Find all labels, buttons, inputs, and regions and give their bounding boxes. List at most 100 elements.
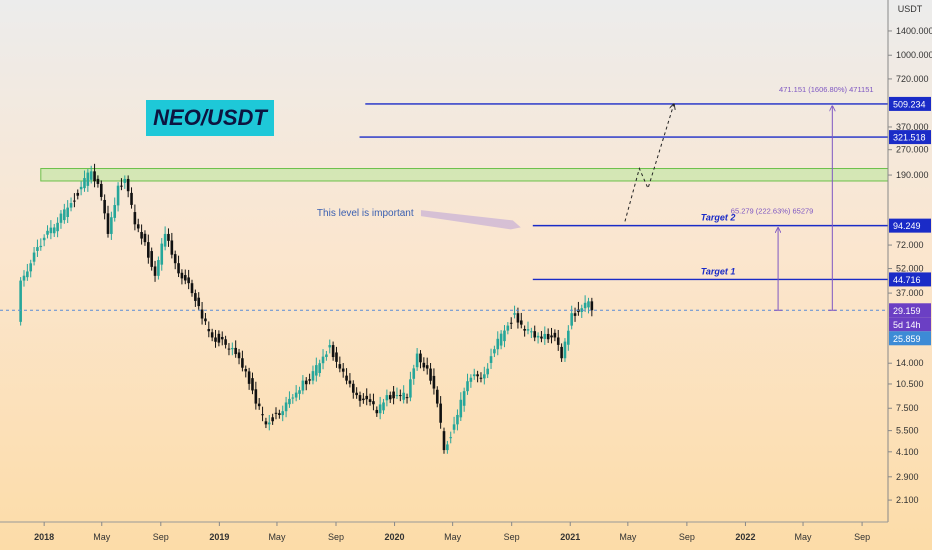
- candle-body: [402, 392, 405, 400]
- candle-body: [26, 271, 29, 278]
- candle-body: [227, 348, 231, 350]
- candle-body: [311, 371, 315, 381]
- candle-body: [66, 207, 69, 218]
- level-tag-text: 321.518: [893, 133, 926, 143]
- candle-body: [546, 333, 550, 340]
- candle-body: [587, 301, 590, 308]
- y-tick-label: 190.000: [896, 170, 929, 180]
- candle-body: [462, 391, 466, 406]
- level-tag-text: 509.234: [893, 99, 926, 109]
- candle-body: [63, 209, 66, 221]
- candle-body: [116, 185, 120, 206]
- candle-body: [567, 330, 570, 345]
- projection-path: [624, 104, 674, 222]
- candle-body: [150, 251, 153, 267]
- y-tick-label: 1000.000: [896, 50, 932, 60]
- candle-body: [187, 277, 190, 284]
- candle-body: [278, 413, 281, 415]
- candle-body: [224, 339, 227, 345]
- candle-body: [358, 395, 362, 401]
- candle-body: [456, 414, 459, 425]
- current-price-tag: [889, 303, 931, 318]
- candle-body: [140, 231, 143, 239]
- x-tick-label: Sep: [679, 532, 695, 542]
- candle-body: [583, 302, 587, 309]
- x-tick-label: Sep: [854, 532, 870, 542]
- candle-body: [190, 283, 194, 294]
- x-tick-label: May: [93, 532, 111, 542]
- x-tick-label: May: [444, 532, 462, 542]
- candle-body: [99, 183, 103, 197]
- y-tick-label: 14.000: [896, 358, 924, 368]
- candle-body: [52, 227, 56, 234]
- candle-body: [442, 431, 446, 451]
- current-price-tag-text: 29.159: [893, 306, 921, 316]
- candle-body: [126, 178, 130, 192]
- y-tick-label: 4.100: [896, 447, 919, 457]
- candle-body: [432, 375, 436, 389]
- candle-body: [550, 335, 553, 338]
- candle-body: [89, 171, 93, 180]
- y-tick-label: 2.100: [896, 495, 919, 505]
- x-tick-label: 2019: [209, 532, 229, 542]
- candle-body: [241, 358, 244, 368]
- symbol-badge-text: NEO/USDT: [153, 105, 268, 130]
- candle-body: [204, 318, 207, 322]
- candle-body: [130, 192, 133, 205]
- cursor-price-tag: [889, 331, 931, 346]
- x-tick-label: 2020: [385, 532, 405, 542]
- countdown-text: 5d 14h: [893, 320, 921, 330]
- candle-body: [177, 263, 180, 274]
- candle-body: [157, 260, 160, 276]
- candle-body: [96, 178, 100, 184]
- candle-body: [365, 395, 369, 400]
- y-tick-label: 270.000: [896, 145, 929, 155]
- note-text: This level is important: [317, 208, 414, 219]
- candle-body: [429, 368, 432, 381]
- level-tag: [889, 130, 931, 145]
- candle-body: [133, 212, 137, 225]
- candle-body: [553, 332, 557, 338]
- y-tick-label: 720.000: [896, 74, 929, 84]
- level-tag: [889, 96, 931, 111]
- candle-body: [123, 178, 127, 183]
- candle-body: [284, 402, 288, 412]
- candle-body: [120, 185, 123, 187]
- y-tick-label: 37.000: [896, 288, 924, 298]
- candle-body: [136, 224, 140, 229]
- candle-body: [516, 313, 520, 323]
- candle-body: [372, 401, 375, 405]
- candle-body: [56, 222, 59, 232]
- candle-body: [73, 200, 76, 202]
- candle-body: [19, 280, 22, 322]
- x-tick-label: May: [268, 532, 286, 542]
- candle-body: [419, 353, 422, 363]
- candle-body: [375, 409, 379, 414]
- candle-body: [93, 171, 96, 182]
- candle-body: [49, 227, 53, 234]
- candle-body: [362, 398, 365, 401]
- measure-label: 471.151 (1606.80%) 471151: [779, 85, 874, 94]
- candle-body: [291, 397, 295, 399]
- candle-body: [412, 368, 416, 379]
- candle-body: [194, 293, 197, 301]
- candle-body: [325, 354, 328, 358]
- candle-body: [315, 365, 318, 376]
- candle-body: [519, 320, 523, 325]
- candle-body: [267, 422, 271, 425]
- candle-body: [244, 368, 248, 372]
- x-tick-label: Sep: [504, 532, 520, 542]
- candle-body: [304, 380, 308, 385]
- candle-body: [231, 348, 234, 350]
- candle-body: [106, 213, 110, 234]
- level-tag: [889, 218, 931, 233]
- candle-body: [385, 395, 389, 401]
- candle-body: [281, 411, 285, 416]
- y-tick-label: 1400.000: [896, 26, 932, 36]
- countdown-tag: [889, 317, 931, 332]
- candle-body: [496, 338, 500, 350]
- resistance-zone: [40, 168, 889, 182]
- candle-body: [153, 266, 157, 276]
